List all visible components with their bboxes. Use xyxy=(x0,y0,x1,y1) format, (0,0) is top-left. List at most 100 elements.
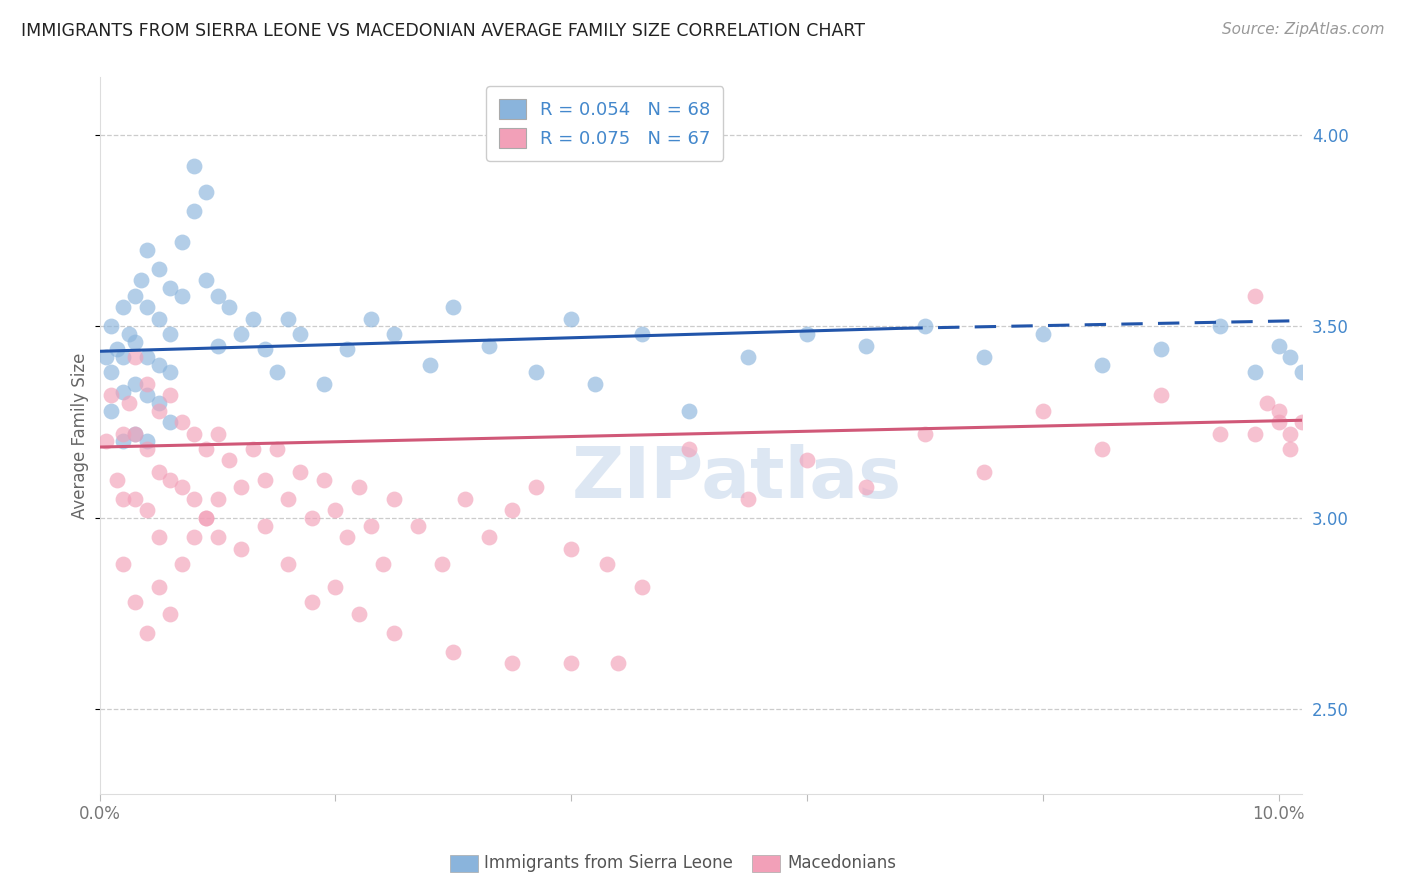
Text: Immigrants from Sierra Leone: Immigrants from Sierra Leone xyxy=(484,855,733,872)
Point xyxy=(159,473,181,487)
Point xyxy=(124,491,146,506)
Point xyxy=(148,465,170,479)
Point xyxy=(1244,289,1267,303)
Point xyxy=(607,657,630,671)
Point xyxy=(1267,338,1289,352)
Point xyxy=(242,311,264,326)
Point xyxy=(148,311,170,326)
Point xyxy=(277,491,299,506)
Point xyxy=(129,273,152,287)
Point xyxy=(312,473,335,487)
Point xyxy=(105,473,128,487)
Point xyxy=(148,530,170,544)
Point xyxy=(231,480,253,494)
Point xyxy=(277,311,299,326)
Point xyxy=(288,465,311,479)
Point xyxy=(118,396,141,410)
Point xyxy=(430,557,453,571)
Point xyxy=(347,607,370,621)
Point xyxy=(194,511,217,525)
Point xyxy=(148,580,170,594)
Point xyxy=(100,388,122,402)
Point xyxy=(159,388,181,402)
Point xyxy=(1279,426,1302,441)
Point xyxy=(148,396,170,410)
Point xyxy=(218,300,240,314)
Point xyxy=(207,491,229,506)
Point xyxy=(325,503,347,517)
Point xyxy=(231,327,253,342)
Point xyxy=(1150,343,1173,357)
Point xyxy=(631,580,654,594)
Point xyxy=(100,319,122,334)
Point xyxy=(560,657,582,671)
Point xyxy=(207,289,229,303)
Point xyxy=(94,434,117,449)
Point xyxy=(288,327,311,342)
Point xyxy=(1091,442,1114,456)
Point xyxy=(478,530,501,544)
Point xyxy=(1244,426,1267,441)
Point xyxy=(159,281,181,295)
Point xyxy=(172,289,194,303)
Point xyxy=(406,518,429,533)
Point xyxy=(312,376,335,391)
Point xyxy=(384,625,406,640)
Point xyxy=(124,595,146,609)
Point xyxy=(135,300,157,314)
Point xyxy=(135,434,157,449)
Point xyxy=(737,350,759,364)
Point xyxy=(124,289,146,303)
Point xyxy=(737,491,759,506)
Point xyxy=(135,350,157,364)
Legend: R = 0.054   N = 68, R = 0.075   N = 67: R = 0.054 N = 68, R = 0.075 N = 67 xyxy=(486,87,723,161)
Point xyxy=(194,511,217,525)
Point xyxy=(159,365,181,379)
Point xyxy=(796,453,818,467)
Point xyxy=(631,327,654,342)
Point xyxy=(118,327,141,342)
Point xyxy=(135,625,157,640)
Point xyxy=(384,491,406,506)
Point xyxy=(441,645,464,659)
Point xyxy=(796,327,818,342)
Point xyxy=(360,518,382,533)
Point xyxy=(325,580,347,594)
Point xyxy=(973,350,995,364)
Point xyxy=(301,511,323,525)
Point xyxy=(242,442,264,456)
Point xyxy=(855,480,877,494)
Point xyxy=(583,376,606,391)
Point xyxy=(1091,358,1114,372)
Point xyxy=(112,491,135,506)
Point xyxy=(148,262,170,277)
Point xyxy=(1208,319,1230,334)
Point xyxy=(124,426,146,441)
Point xyxy=(1279,350,1302,364)
Point xyxy=(384,327,406,342)
Point xyxy=(112,300,135,314)
Point xyxy=(1032,403,1054,417)
Point xyxy=(135,503,157,517)
Point xyxy=(678,442,700,456)
Point xyxy=(1032,327,1054,342)
Point xyxy=(253,473,276,487)
Y-axis label: Average Family Size: Average Family Size xyxy=(72,352,89,519)
Point xyxy=(148,403,170,417)
Point xyxy=(112,350,135,364)
Point xyxy=(1291,365,1313,379)
Point xyxy=(678,403,700,417)
Point xyxy=(124,376,146,391)
Point xyxy=(419,358,441,372)
Point xyxy=(1150,388,1173,402)
Point xyxy=(1279,442,1302,456)
Point xyxy=(172,480,194,494)
Point xyxy=(266,365,288,379)
Point xyxy=(172,235,194,249)
Point xyxy=(135,376,157,391)
Point xyxy=(183,426,205,441)
Point xyxy=(1267,403,1289,417)
Point xyxy=(560,311,582,326)
Point xyxy=(124,334,146,349)
Point xyxy=(560,541,582,556)
